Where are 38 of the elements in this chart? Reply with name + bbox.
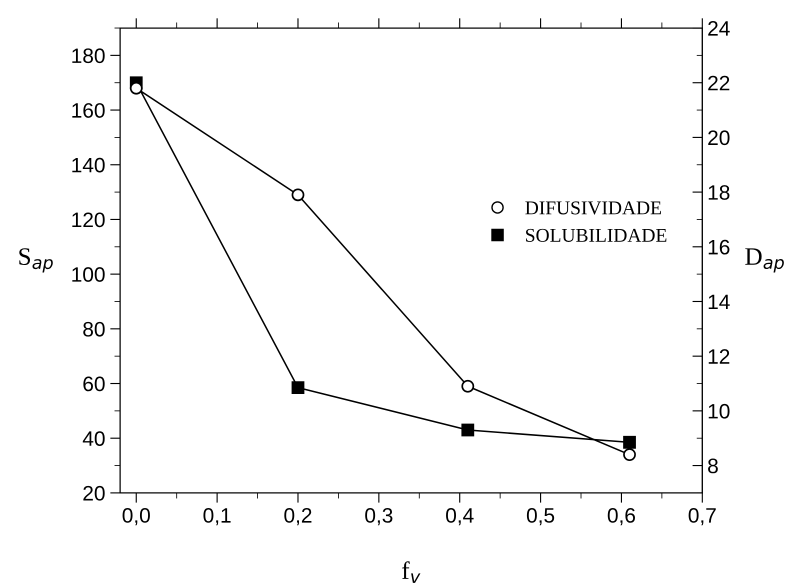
- point: [461, 380, 474, 393]
- y-axis-title: S$_{ap}$: [19, 248, 53, 273]
- x-tick-label: 0,7: [688, 508, 716, 526]
- y2-tick-label: 12: [708, 349, 730, 364]
- y2-tick-label: 22: [708, 76, 730, 90]
- point: [623, 436, 636, 449]
- y-tick-label: 140: [72, 158, 105, 173]
- y-tick-label: 180: [72, 48, 105, 64]
- legend-label: DIFUSIVIDADE: [525, 201, 661, 215]
- y2-axis-title: D$_{ap}$: [745, 248, 784, 272]
- y-tick-label: 120: [72, 212, 105, 228]
- y2-tick-label: 24: [708, 21, 730, 36]
- x-tick-label: 0,6: [608, 508, 636, 526]
- point: [461, 424, 474, 436]
- y2-tick-label: 18: [708, 185, 730, 200]
- x-tick-label: 0,4: [446, 508, 474, 526]
- y-tick-label: 100: [72, 267, 105, 282]
- x-tick-label: 0,1: [203, 508, 231, 526]
- y-tick-label: 160: [72, 103, 105, 118]
- y-tick-label: 20: [83, 486, 105, 501]
- y2-tick-label: 8: [708, 458, 718, 474]
- y2-tick-label: 10: [708, 404, 730, 419]
- x-tick-label: 0,5: [526, 508, 554, 526]
- y2-tick-label: 20: [708, 130, 730, 146]
- y2-tick-label: 14: [708, 294, 730, 310]
- y2-tick-label: 16: [708, 240, 730, 255]
- x-tick-label: 0,2: [284, 508, 312, 526]
- point: [292, 381, 304, 394]
- point: [623, 448, 636, 462]
- y-tick-label: 40: [82, 431, 105, 446]
- y-tick-label: 80: [83, 322, 105, 337]
- point: [292, 188, 304, 202]
- point: [130, 82, 143, 95]
- y-tick-label: 60: [83, 376, 105, 392]
- legend-label: SOLUBILIDADE: [526, 228, 666, 242]
- x-tick-label: 0,3: [365, 508, 392, 526]
- x-tick-label: 0,0: [122, 508, 150, 526]
- x-axis-title: f$_{v}$: [402, 561, 420, 583]
